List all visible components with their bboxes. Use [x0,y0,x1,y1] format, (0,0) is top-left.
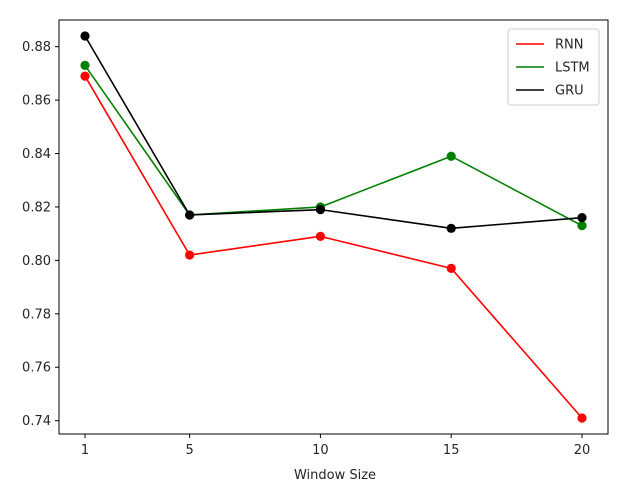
y-tick-label: 0.84 [22,147,51,162]
x-tick-label: 5 [185,443,193,458]
data-point-rnn [185,250,195,260]
y-tick-label: 0.78 [22,307,51,322]
x-tick-label: 20 [574,443,591,458]
data-point-lstm [446,151,456,161]
legend-label-gru: GRU [555,84,584,99]
data-point-gru [315,205,326,215]
data-point-lstm [577,221,587,231]
y-tick-label: 0.80 [22,254,51,269]
series-rnn [80,71,587,423]
legend-frame [507,28,600,106]
data-point-rnn [446,263,456,273]
x-axis-label: Window Size [294,468,376,483]
y-axis: 0.74 0.76 0.78 0.80 0.82 0.84 0.86 0.88 [22,40,59,429]
data-point-rnn [80,71,90,81]
series-gru [80,31,587,233]
y-tick-label: 0.74 [22,414,51,429]
data-point-rnn [315,231,326,241]
data-point-gru [80,31,90,41]
x-tick-label: 1 [81,443,89,458]
legend-label-rnn: RNN [555,38,583,53]
y-tick-label: 0.76 [22,361,51,376]
x-axis: 1 5 10 15 20 [81,434,590,458]
data-point-rnn [577,413,587,423]
data-point-gru [185,210,195,220]
data-point-gru [446,223,456,233]
y-tick-label: 0.86 [22,94,51,109]
x-tick-label: 15 [443,443,460,458]
data-point-lstm [80,60,90,71]
legend: RNN LSTM GRU [507,28,600,106]
series-layer [80,31,587,423]
legend-label-lstm: LSTM [555,61,590,76]
x-tick-label: 10 [312,443,329,458]
y-tick-label: 0.82 [22,200,51,215]
y-tick-label: 0.88 [22,40,51,55]
data-point-gru [577,213,587,223]
